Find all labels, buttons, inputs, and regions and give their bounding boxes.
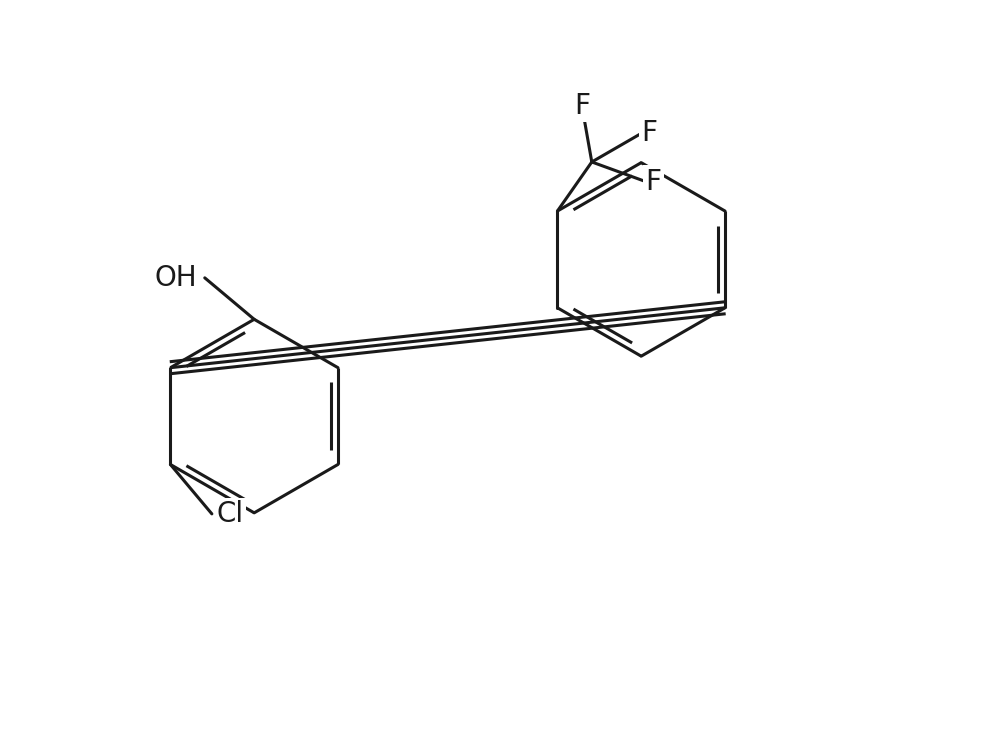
Text: Cl: Cl xyxy=(216,500,243,528)
Text: F: F xyxy=(641,119,657,147)
Text: F: F xyxy=(646,167,662,195)
Text: F: F xyxy=(573,92,590,120)
Text: OH: OH xyxy=(155,264,197,292)
